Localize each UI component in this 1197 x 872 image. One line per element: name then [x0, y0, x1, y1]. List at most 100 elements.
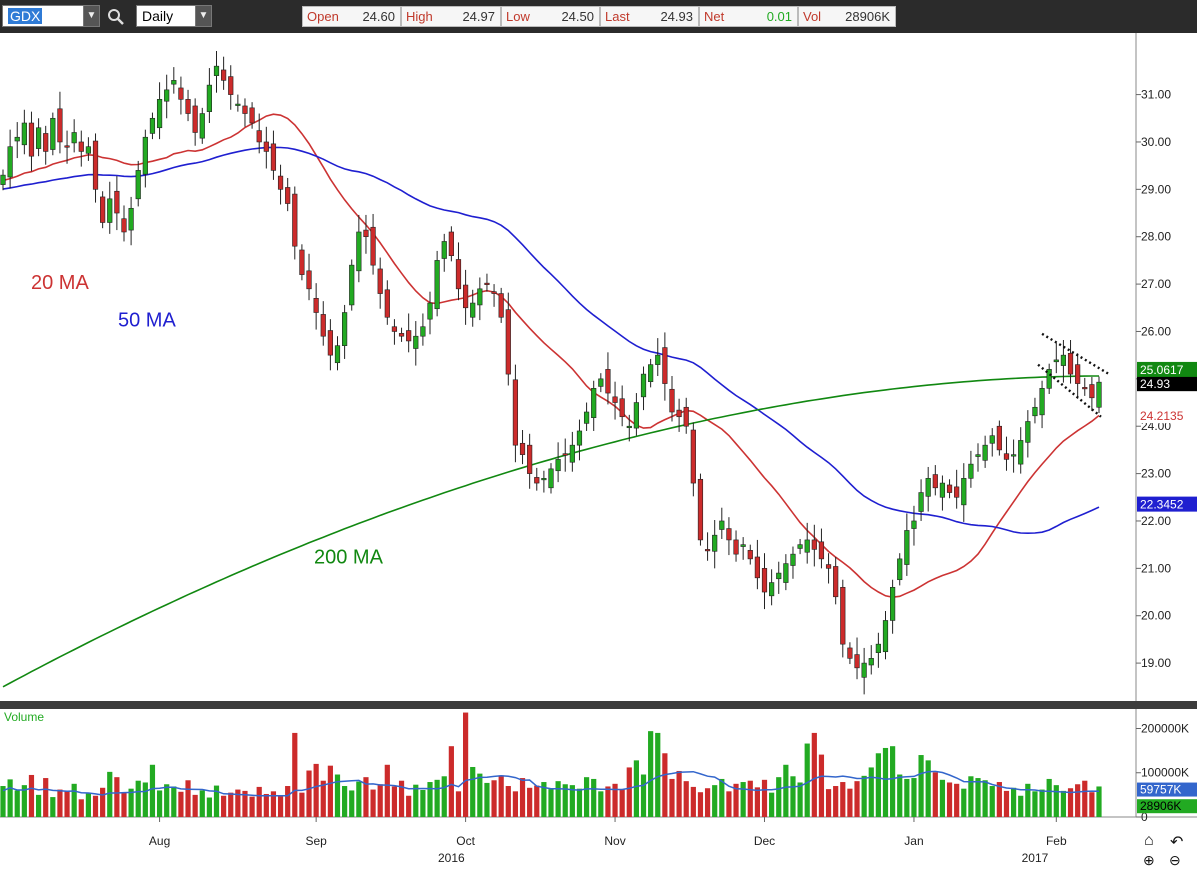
price-tick-label: 31.00 — [1141, 88, 1171, 102]
candle-body — [1032, 406, 1038, 417]
volume-bar — [946, 782, 953, 817]
quote-high-value: 24.97 — [462, 9, 495, 24]
volume-bar — [320, 780, 326, 817]
volume-bar — [612, 783, 618, 817]
candle-body — [313, 298, 319, 313]
volume-bar — [961, 788, 967, 817]
candle-body — [1082, 387, 1088, 390]
candle-body — [470, 302, 476, 318]
price-tick-label: 20.00 — [1141, 609, 1171, 623]
volume-bar — [7, 779, 13, 817]
search-icon[interactable] — [106, 7, 126, 27]
candle-body — [633, 402, 640, 429]
volume-tick-label: 100000K — [1141, 766, 1189, 780]
ma-annotations: 20 MA 50 MA 200 MA — [31, 272, 384, 569]
volume-bar — [484, 782, 490, 817]
candle-body — [235, 103, 241, 106]
candle-body — [256, 130, 262, 143]
wedge-upper-line — [1041, 332, 1110, 376]
candle-body — [71, 132, 77, 144]
volume-bar — [313, 763, 319, 817]
volume-bar — [285, 786, 291, 817]
volume-bar — [85, 793, 92, 817]
candle-body — [0, 174, 6, 185]
volume-bar — [861, 775, 867, 817]
quote-low-value: 24.50 — [561, 9, 594, 24]
volume-bar — [107, 771, 113, 817]
candle-body — [1018, 440, 1024, 465]
undo-icon[interactable]: ↶ — [1170, 834, 1184, 851]
interval-select[interactable]: Daily — [136, 5, 196, 27]
quote-high: High 24.97 — [401, 6, 501, 27]
time-axis: Aug Sep Oct Nov Dec Jan Feb 2016 2017 — [149, 817, 1067, 865]
volume-bar — [975, 778, 981, 817]
volume-bar — [342, 786, 348, 817]
candle-body — [1089, 384, 1095, 399]
price-tick-label: 19.00 — [1141, 656, 1171, 670]
candle-body — [619, 398, 625, 418]
candle-body — [363, 229, 369, 238]
volume-bar — [427, 782, 433, 817]
candle-body — [292, 193, 298, 247]
volume-bar — [292, 732, 298, 817]
candle-body — [769, 582, 775, 597]
volume-bar — [1096, 786, 1102, 817]
ma20-line — [2, 113, 1100, 599]
candle-body — [512, 379, 519, 446]
candle-body — [50, 117, 56, 150]
quote-last-value: 24.93 — [660, 9, 693, 24]
candle-body — [28, 122, 35, 157]
volume-pane: Volume 200000K 100000K 0 59757K 28906K — [0, 710, 1197, 824]
candle-body — [35, 127, 42, 149]
candle-body — [932, 474, 938, 489]
volume-bar — [676, 770, 682, 817]
candle-body — [961, 478, 967, 506]
volume-bar — [327, 765, 333, 817]
volume-bar — [448, 746, 454, 817]
volume-bar — [555, 781, 561, 817]
volume-bar — [697, 792, 704, 817]
volume-bar — [35, 794, 42, 817]
interval-dropdown-button[interactable]: ▼ — [195, 5, 212, 27]
price-tick-label: 28.00 — [1141, 230, 1171, 244]
candle-body — [690, 429, 696, 484]
candle-body — [854, 654, 860, 669]
candle-body — [655, 354, 661, 365]
candle-body — [7, 146, 13, 178]
candle-body — [100, 196, 106, 223]
candle-body — [92, 140, 99, 190]
volume-bar — [1032, 791, 1038, 817]
volume-bar — [825, 789, 832, 817]
volume-bar — [733, 783, 739, 817]
volume-bar — [71, 783, 77, 817]
candle-body — [612, 396, 618, 403]
candle-body — [640, 373, 647, 398]
price-tick-label: 29.00 — [1141, 182, 1171, 196]
price-tick-label: 26.00 — [1141, 324, 1171, 338]
symbol-dropdown-button[interactable]: ▼ — [83, 5, 100, 27]
volume-bar — [519, 778, 526, 817]
wedge-lower-line — [1037, 363, 1102, 418]
zoom-out-icon[interactable]: ⊖ — [1169, 852, 1181, 868]
volume-bar — [398, 780, 405, 817]
volume-bar — [904, 778, 910, 817]
volume-bar — [890, 746, 896, 817]
volume-bar — [92, 795, 99, 817]
volume-bar — [1025, 783, 1031, 817]
candle-body — [498, 293, 504, 318]
candle-body — [576, 430, 583, 446]
home-icon[interactable]: ⌂ — [1144, 832, 1154, 849]
candle-body — [605, 369, 611, 394]
candle-body — [1067, 352, 1074, 375]
candle-body — [1010, 454, 1017, 457]
quote-vol-value: 28906K — [845, 9, 890, 24]
candle-body — [811, 539, 817, 550]
candle-body — [249, 107, 255, 124]
candle-body — [21, 122, 27, 146]
time-tick-label: Nov — [604, 834, 625, 848]
volume-bar — [164, 784, 170, 817]
volume-bar — [925, 760, 931, 817]
candle-body — [648, 364, 654, 382]
zoom-in-icon[interactable]: ⊕ — [1143, 852, 1155, 868]
